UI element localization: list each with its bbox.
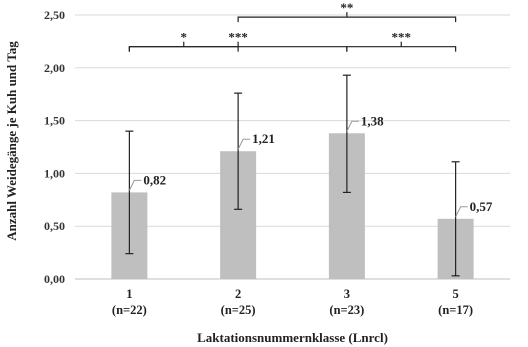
label-leaders: [128, 120, 468, 218]
data-label: 0,82: [143, 172, 166, 187]
y-axis-label: Anzahl Weidegänge je Kuh und Tag: [4, 41, 19, 241]
significance-bracket: [237, 16, 457, 23]
x-axis-label: Laktationsnummernklasse (Lnrcl): [197, 330, 388, 345]
significance-label: ***: [228, 30, 248, 45]
label-leader: [128, 179, 142, 191]
label-leader: [237, 138, 251, 150]
y-tick-label: 0,50: [44, 219, 65, 233]
x-category-count: (n=23): [329, 303, 364, 317]
x-category-label: 5: [453, 287, 459, 301]
x-category-labels: 1 (n=22) 2 (n=25) 3 (n=23) 5 (n=17): [112, 287, 473, 317]
data-label: 0,57: [470, 199, 493, 214]
y-tick-labels: 0,00 0,50 1,00 1,50 2,00 2,50: [44, 8, 65, 286]
significance-label: ***: [392, 30, 412, 45]
data-labels: 0,82 1,21 1,38 0,57: [143, 113, 493, 214]
y-tick-label: 1,00: [44, 166, 65, 180]
x-category-label: 2: [235, 287, 241, 301]
y-tick-label: 2,00: [44, 61, 65, 75]
x-category-count: (n=17): [438, 303, 473, 317]
significance-brackets: * *** *****: [128, 0, 457, 52]
grid-lines: [75, 14, 510, 227]
x-category-count: (n=22): [112, 303, 147, 317]
significance-label: **: [340, 0, 353, 15]
significance-bracket: [128, 46, 239, 52]
y-tick-label: 0,00: [44, 272, 65, 286]
x-category-label: 1: [126, 287, 132, 301]
label-leader: [346, 120, 359, 132]
significance-label: *: [181, 30, 188, 45]
data-label: 1,38: [361, 113, 384, 128]
y-tick-label: 1,50: [44, 114, 65, 128]
error-bars: [125, 74, 460, 277]
y-tick-label: 2,50: [44, 8, 65, 22]
bars: [111, 133, 474, 279]
significance-bracket: [346, 46, 457, 52]
label-leader: [455, 206, 468, 218]
x-category-label: 3: [344, 287, 350, 301]
data-label: 1,21: [252, 131, 275, 146]
x-category-count: (n=25): [221, 303, 256, 317]
